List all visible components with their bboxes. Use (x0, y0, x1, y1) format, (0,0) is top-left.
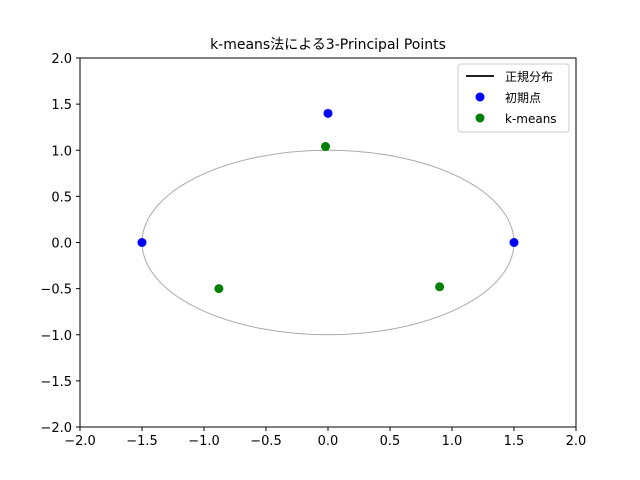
x-tick-label-7: 1.5 (504, 434, 525, 449)
y-tick-label-4: 0.0 (51, 237, 72, 252)
y-tick-label-8: 2.0 (51, 52, 72, 67)
point-series-1-2 (509, 238, 519, 247)
legend-box (457, 63, 570, 133)
axes: −2.0 −1.5 −1.0 −0.5 0.0 0.5 1.0 1.5 2.0 −2.0 −1.5 −… (40, 52, 586, 449)
legend-swatch-2 (475, 113, 485, 123)
legend-label-0: 正規分布 (505, 69, 553, 84)
y-tick-label-0: −2.0 (40, 421, 72, 436)
y-tick-label-5: 0.5 (51, 190, 72, 205)
point-series-1-0 (323, 108, 333, 118)
normal-distribution-ellipse (141, 149, 515, 336)
y-tick-label-6: 1.0 (51, 144, 72, 159)
y-tick-label-1: −1.5 (40, 375, 72, 390)
y-tick-label-3: −0.5 (40, 283, 72, 298)
y-tick-label-2: −1.0 (40, 329, 72, 344)
legend-label-2: k-means (505, 112, 557, 126)
x-tick-label-1: −1.5 (126, 434, 158, 449)
x-tick-label-6: 1.0 (442, 434, 463, 449)
chart-title: k-means法による3-Principal Points (210, 37, 446, 53)
x-tick-label-4: 0.0 (318, 434, 339, 449)
point-series-1-1 (137, 238, 147, 247)
legend-swatch-1 (475, 92, 485, 102)
x-tick-label-5: 0.5 (380, 434, 401, 449)
point-series-2-2 (435, 282, 445, 292)
plot-area (137, 108, 519, 336)
legend-label-1: 初期点 (505, 91, 541, 105)
y-tick-label-7: 1.5 (51, 98, 72, 113)
point-series-2-0 (321, 142, 331, 152)
x-tick-label-8: 2.0 (566, 434, 587, 449)
x-tick-label-3: −0.5 (250, 434, 282, 449)
x-tick-label-0: −2.0 (64, 434, 96, 449)
point-series-2-1 (214, 284, 224, 294)
x-tick-label-2: −1.0 (188, 434, 220, 449)
